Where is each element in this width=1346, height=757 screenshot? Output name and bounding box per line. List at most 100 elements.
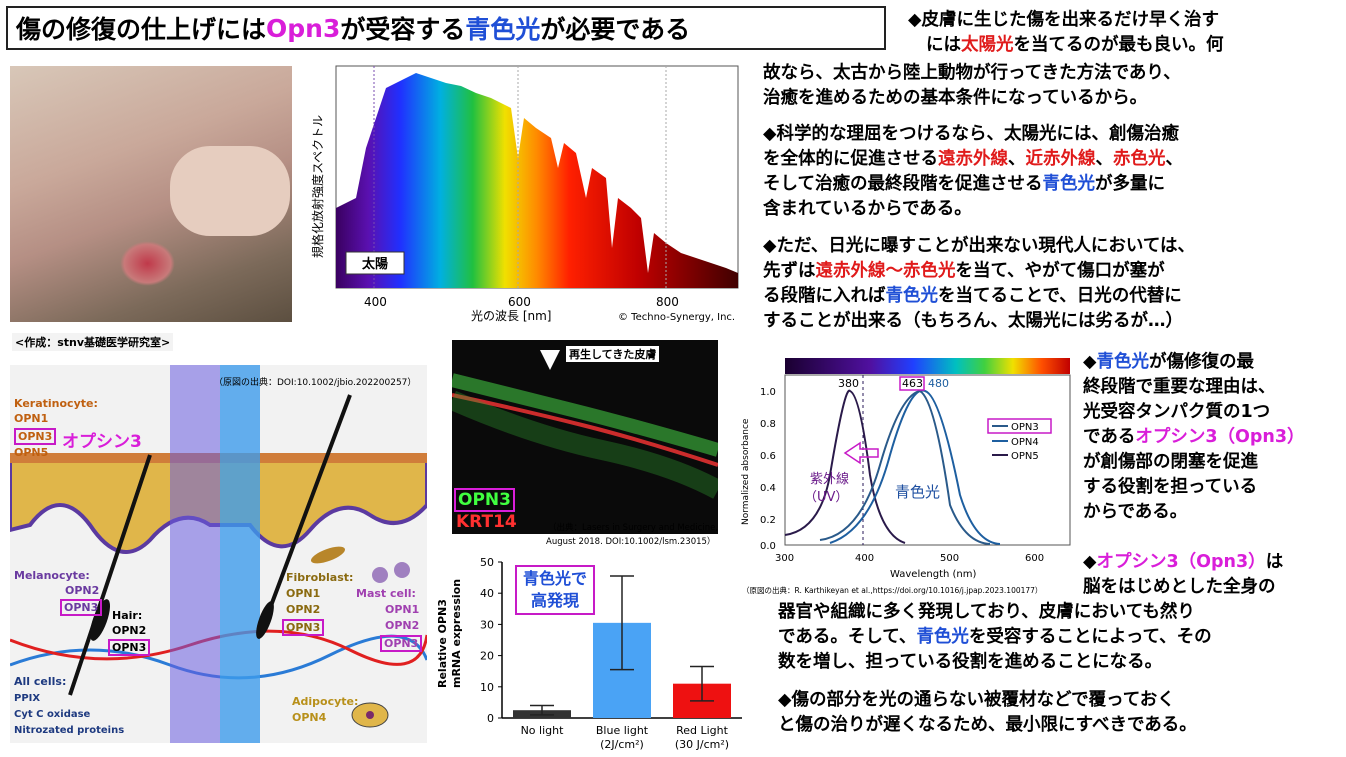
skin-diagram: （原図の出典：DOI:10.1002/jbio.202200257） Kerat… [10,365,427,743]
label-ppix: PPIX [14,693,41,704]
title-part: が必要である [540,15,691,44]
text-span: を当て、やがて傷口が塞が [955,261,1165,281]
label-allcells: All cells: [14,675,67,688]
text-span: である。そして、 [778,627,917,647]
text-line: ◆ただ、日光に曝すことが出来ない現代人においては、 [763,236,1196,256]
bullet-1-cont: 故なら、太古から陸上動物が行ってきた方法であり、 治癒を進めるための基本条件にな… [763,61,1343,111]
text-span: 、 [1165,149,1184,169]
text-line: ◆皮膚に生じた傷を出来るだけ早く治す [908,10,1219,30]
text-span: が傷修復の最 [1148,352,1254,372]
label-nitro: Nitrozated proteins [14,725,125,736]
ytick: 0.8 [760,419,776,430]
label-keratinocyte: Keratinocyte: [14,397,98,410]
text-span: には [926,35,961,55]
bullet-5-cont: 器官や組織に多く発現しており、皮膚においても然り である。そして、青色光を受容す… [778,600,1344,675]
fluor-opn3: OPN3 [454,488,515,512]
bullet-3: ◆ただ、日光に曝すことが出来ない現代人においては、 先ずは遠赤外線～赤色光を当て… [763,234,1343,334]
spectrum-xlabel: 光の波長 [nm] [471,309,551,323]
wound-mark [120,241,175,286]
bar-y-tick-label: 10 [480,681,494,694]
bullet-5: ◆オプシン3（Opn3）は 脳をはじめとした全身の [1083,550,1345,600]
text-line: ◆傷の部分を光の通らない被覆材などで覆っておく [778,690,1175,710]
bar-y-tick-label: 20 [480,650,494,663]
xtick: 500 [940,553,959,564]
label-opn3-fibroblast: OPN3 [282,619,325,636]
text-span: る段階に入れば [763,286,886,306]
wavelength-bar [785,358,1070,374]
ytick: 0.4 [760,483,776,494]
curve-opn4 [829,389,1001,545]
text-span: 、 [1095,149,1114,169]
text-span: ◆ [1083,552,1097,572]
bar-note-1: 青色光で [523,569,588,588]
text-line: 故なら、太古から陸上動物が行ってきた方法であり、 [763,63,1181,83]
text-span: を当てることで、日光の代替に [938,286,1182,306]
bar-note-2: 高発現 [531,591,580,610]
curve-opn3 [819,389,991,545]
text-span: が多量に [1094,174,1165,194]
bar-category-label: Red Light [676,724,729,737]
label-opn4: OPN4 [292,711,327,724]
xtick: 300 [775,553,794,564]
xtick: 400 [855,553,874,564]
page-title: 傷の修復の仕上げには Opn3 が受容する 青色光 が必要である [6,6,886,50]
text-blue-light: 青色光 [1096,352,1149,372]
ytick: 0.2 [760,515,776,526]
text-line: 光受容タンパク質の1つ [1083,402,1271,422]
text-span: 、 [1008,149,1026,169]
xtick: 600 [1025,553,1044,564]
text-span: を受容することによって、その [968,627,1212,647]
bullet-6: ◆傷の部分を光の通らない被覆材などで覆っておく と傷の治りが遅くなるため、最小限… [778,688,1344,738]
bar-y-tick-label: 40 [480,587,494,600]
bullet-4: ◆青色光が傷修復の最 終段階で重要な理由は、 光受容タンパク質の1つ であるオプ… [1083,350,1345,525]
opn3-bar-chart: Relative OPN3 mRNA expression 50 40 30 20 10… [436,556,742,751]
bar-y-tick-label: 30 [480,618,494,631]
text-line: 治癒を進めるための基本条件になっているから。 [763,88,1148,108]
fluor-krt14: KRT14 [456,512,517,532]
abs-ylabel: Normalized absorbance [741,418,751,525]
text-line: 終段階で重要な理由は、 [1083,377,1276,397]
label-hair: Hair: [112,609,143,622]
label-opn3-melanocyte: OPN3 [60,599,103,616]
text-blue-light: 青色光 [1042,174,1095,194]
wound-photo [10,66,292,322]
text-line: 含まれているからである。 [763,199,972,219]
label-mastcell: Mast cell: [356,587,416,600]
skin-diagram-art [10,365,427,743]
tick-600: 600 [508,295,531,309]
fluor-label: 再生してきた皮膚 [566,346,660,362]
abs-source: （原図の出典：R. Karthikeyan et al.,https://doi… [742,586,1043,595]
legend-opn4: OPN4 [1011,437,1039,448]
bar-category-sublabel: (2J/cm²) [600,738,644,751]
blue-label: 青色光 [895,483,940,501]
title-part: が受容する [340,15,466,44]
label-adipocyte: Adipocyte: [292,695,359,708]
label-melanocyte: Melanocyte: [14,569,90,582]
text-opsin3: オプシン3（Opn3） [1096,552,1266,572]
title-blue-light: 青色光 [465,15,541,44]
curve-opn5 [784,389,906,544]
text-line: が創傷部の閉塞を促進 [1083,452,1258,472]
peak-380: 380 [838,377,859,390]
label-opn2-fibroblast: OPN2 [286,603,321,616]
bar-note-box: 青色光で 高発現 [515,565,596,615]
text-span: ◆ [1083,352,1097,372]
text-line: 脳をはじめとした全身の [1083,577,1276,597]
bullet-1: ◆皮膚に生じた傷を出来るだけ早く治す には太陽光を当てるのが最も良い。何 [908,8,1344,58]
legend-opn3: OPN3 [1011,422,1039,433]
text-opsin3: オプシン3（Opn3） [1135,427,1305,447]
bar-y-tick-label: 50 [480,556,494,569]
bar-y-tick-label: 0 [487,712,494,725]
text-far-ir: 遠赤外線 [938,149,1008,169]
abs-xlabel: Wavelength (nm) [890,569,976,580]
label-cytc: Cyt C oxidase [14,709,91,720]
tick-800: 800 [656,295,679,309]
uv-label-2: （UV） [804,490,848,505]
text-line: することが出来る（もちろん、太陽光には劣るが…） [763,311,1183,331]
label-opn1-mast: OPN1 [385,603,420,616]
label-opn3-hair: OPN3 [108,639,151,656]
text-ir-red: 遠赤外線～赤色光 [815,261,956,281]
sun-label: 太陽 [361,256,388,272]
spectrum-ylabel: 規格化放射強度スペクトル [310,115,325,258]
label-opn2-hair: OPN2 [112,624,147,637]
